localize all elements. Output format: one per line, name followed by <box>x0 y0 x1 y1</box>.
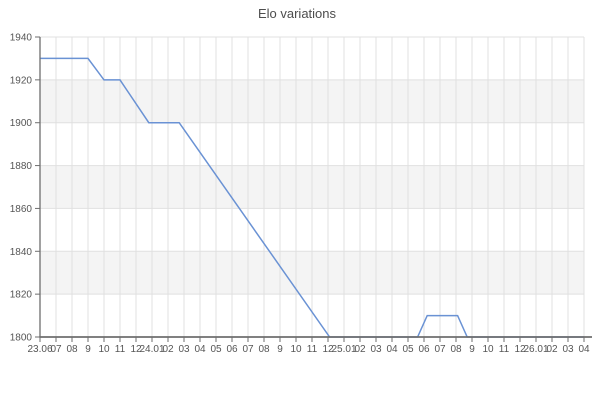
x-axis-label: 12 <box>322 344 334 355</box>
x-axis-label: 12 <box>130 344 142 355</box>
x-axis-label: 9 <box>277 344 283 355</box>
x-axis-label: 26.01 <box>523 344 548 355</box>
chart-title: Elo variations <box>258 6 337 21</box>
x-axis-label: 11 <box>307 344 318 355</box>
x-axis-label: 9 <box>469 344 475 355</box>
y-axis-label: 1940 <box>10 33 33 44</box>
x-axis-label: 05 <box>210 344 222 355</box>
x-axis-label: 07 <box>242 344 254 355</box>
y-axis-label: 1820 <box>10 290 33 301</box>
elo-line <box>40 57 584 338</box>
x-axis-label: 04 <box>386 344 398 355</box>
x-axis-label: 9 <box>85 344 91 355</box>
x-axis-label: 08 <box>450 344 462 355</box>
x-axis-label: 07 <box>50 344 62 355</box>
x-axis-label: 03 <box>370 344 382 355</box>
x-axis-label: 11 <box>499 344 510 355</box>
y-axis-label: 1880 <box>10 161 33 172</box>
axes <box>39 37 592 338</box>
x-axis-label: 06 <box>418 344 430 355</box>
x-axis-label: 04 <box>578 344 590 355</box>
elo-line-series <box>40 57 584 338</box>
x-axis-label: 06 <box>226 344 238 355</box>
x-axis-label: 25.01 <box>331 344 356 355</box>
x-axis-label: 03 <box>562 344 574 355</box>
x-axis-label: 05 <box>402 344 414 355</box>
y-axis-label: 1800 <box>10 333 33 344</box>
x-axis-label: 08 <box>66 344 78 355</box>
x-axis-label: 08 <box>258 344 270 355</box>
x-axis-label: 02 <box>546 344 558 355</box>
y-axis-label: 1860 <box>10 204 33 215</box>
y-axis-label: 1900 <box>10 118 33 129</box>
y-axis-label: 1840 <box>10 247 33 258</box>
x-axis-label: 10 <box>98 344 110 355</box>
x-axis-label: 07 <box>434 344 446 355</box>
x-axis-label: 11 <box>115 344 126 355</box>
y-axis-label: 1920 <box>10 75 33 86</box>
x-axis-label: 02 <box>354 344 366 355</box>
x-axis-label: 03 <box>178 344 190 355</box>
tick-marks <box>35 36 585 342</box>
x-axis-label: 10 <box>290 344 302 355</box>
x-axis-label: 23.06 <box>27 344 52 355</box>
x-axis-label: 04 <box>194 344 206 355</box>
gridlines <box>39 36 585 337</box>
x-axis-label: 24.01 <box>139 344 164 355</box>
x-axis-label: 02 <box>162 344 174 355</box>
x-axis-label: 12 <box>514 344 526 355</box>
x-axis-label: 10 <box>482 344 494 355</box>
